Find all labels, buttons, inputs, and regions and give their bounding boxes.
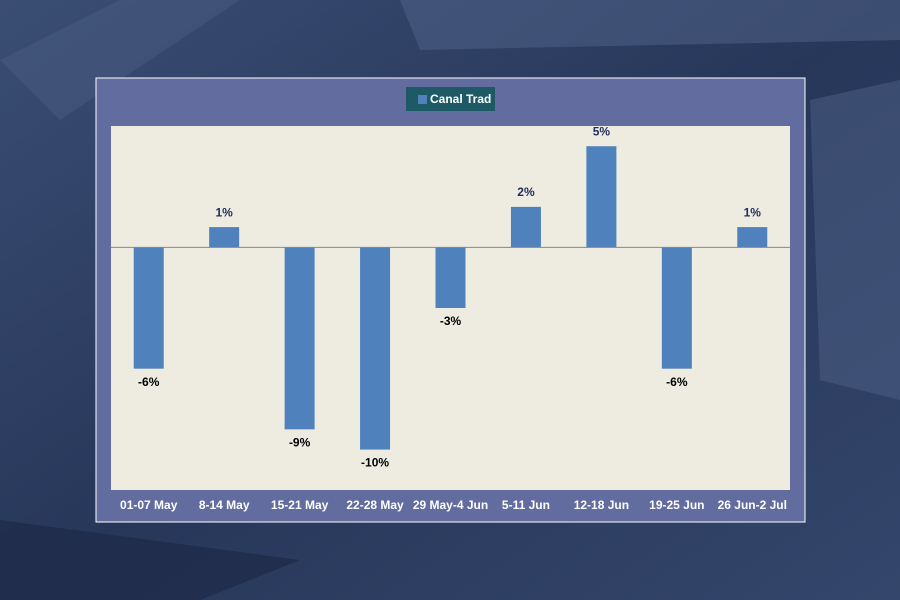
value-label: 1% bbox=[744, 205, 762, 219]
value-label: 5% bbox=[593, 124, 611, 138]
bar bbox=[133, 247, 164, 369]
value-label: 2% bbox=[517, 185, 535, 199]
value-label: -6% bbox=[666, 375, 688, 389]
x-tick-label: 15-21 May bbox=[271, 498, 329, 512]
bar bbox=[360, 247, 391, 450]
bar bbox=[284, 247, 315, 430]
x-tick-label: 29 May-4 Jun bbox=[413, 498, 488, 512]
bar bbox=[209, 227, 240, 248]
background-shape bbox=[810, 80, 900, 400]
value-label: -10% bbox=[361, 456, 389, 470]
bar bbox=[661, 247, 692, 369]
x-tick-label: 01-07 May bbox=[120, 498, 178, 512]
x-tick-label: 12-18 Jun bbox=[574, 498, 629, 512]
x-tick-label: 22-28 May bbox=[346, 498, 404, 512]
value-label: -9% bbox=[289, 436, 311, 450]
x-tick-label: 5-11 Jun bbox=[502, 498, 550, 512]
legend-swatch bbox=[418, 95, 427, 104]
background-shape bbox=[400, 0, 900, 50]
bar bbox=[737, 227, 768, 248]
background-shape bbox=[0, 520, 300, 600]
bar bbox=[510, 206, 541, 248]
bar bbox=[435, 247, 466, 308]
legend-label: Canal Trad bbox=[430, 92, 491, 106]
value-label: 1% bbox=[215, 205, 233, 219]
background-shape bbox=[0, 0, 240, 120]
x-tick-label: 26 Jun-2 Jul bbox=[718, 498, 787, 512]
value-label: -6% bbox=[138, 375, 160, 389]
value-label: -3% bbox=[440, 314, 462, 328]
bar bbox=[586, 146, 617, 248]
x-tick-label: 19-25 Jun bbox=[649, 498, 704, 512]
x-tick-label: 8-14 May bbox=[199, 498, 250, 512]
